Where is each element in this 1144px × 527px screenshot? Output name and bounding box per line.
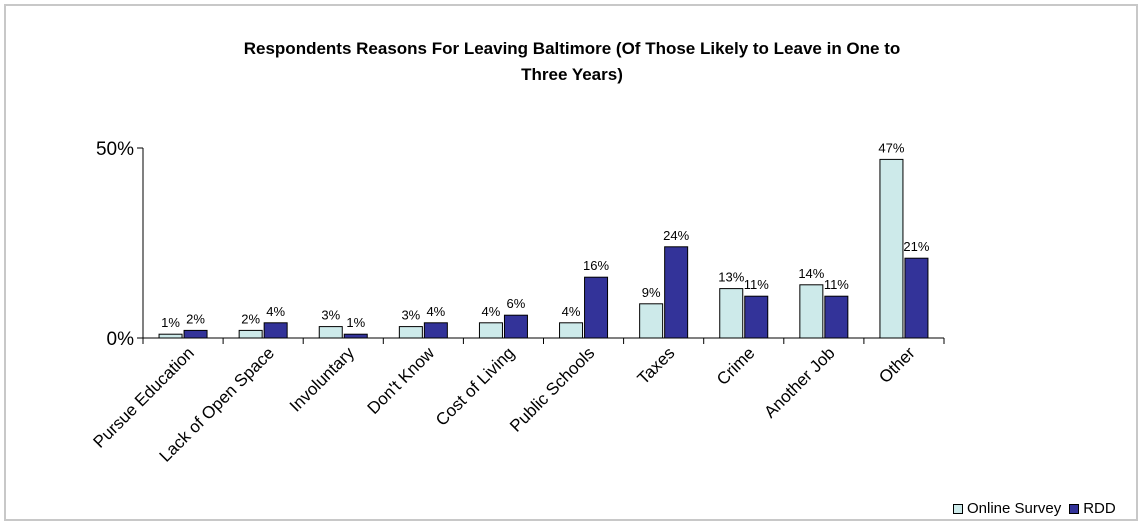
data-label-online-survey-other: 47% [878, 140, 904, 155]
x-tick-label-don-t-know: Don't Know [364, 343, 439, 418]
y-tick-label: 50% [96, 139, 134, 160]
x-tick-label-cost-of-living: Cost of Living [432, 343, 518, 429]
data-label-online-survey-don-t-know: 3% [401, 308, 420, 323]
data-label-online-survey-another-job: 14% [798, 266, 824, 281]
bar-rdd-don-t-know [423, 322, 448, 339]
data-label-rdd-involuntary: 1% [346, 315, 365, 330]
bar-online-survey-pursue-education [158, 333, 183, 339]
legend-swatch-rdd [1069, 503, 1080, 514]
bar-online-survey-involuntary [318, 326, 343, 339]
legend-item-rdd: RDD [1069, 500, 1116, 517]
bar-online-survey-cost-of-living [478, 322, 503, 339]
bar-online-survey-lack-of-open-space [238, 329, 263, 339]
data-label-rdd-another-job: 11% [824, 277, 849, 292]
data-label-rdd-other: 21% [903, 239, 929, 254]
bar-online-survey-don-t-know [398, 326, 423, 339]
legend-item-online-survey: Online Survey [953, 500, 1061, 517]
bar-rdd-lack-of-open-space [263, 322, 288, 339]
bar-rdd-pursue-education [183, 329, 208, 339]
data-label-online-survey-pursue-education: 1% [161, 315, 180, 330]
y-tick-label: 0% [107, 329, 135, 350]
data-label-rdd-don-t-know: 4% [426, 304, 445, 319]
legend-swatch-online-survey [953, 503, 963, 514]
data-label-rdd-cost-of-living: 6% [507, 296, 526, 311]
bar-online-survey-another-job [799, 284, 824, 339]
data-label-online-survey-taxes: 9% [642, 285, 661, 300]
data-label-online-survey-involuntary: 3% [321, 308, 340, 323]
bar-rdd-taxes [664, 246, 689, 339]
bar-rdd-involuntary [343, 333, 368, 339]
data-label-rdd-public-schools: 16% [583, 258, 609, 273]
data-label-online-survey-lack-of-open-space: 2% [241, 311, 260, 326]
chart-frame [4, 4, 1138, 521]
legend-label-rdd: RDD [1083, 500, 1116, 517]
data-label-online-survey-public-schools: 4% [562, 304, 581, 319]
x-tick-label-involuntary: Involuntary [286, 343, 359, 416]
x-tick-label-taxes: Taxes [634, 343, 679, 388]
x-tick-label-crime: Crime [713, 343, 758, 388]
chart-title-line-1: Respondents Reasons For Leaving Baltimor… [243, 39, 901, 58]
bar-rdd-other [904, 257, 929, 339]
bar-rdd-public-schools [584, 276, 609, 339]
bar-online-survey-public-schools [559, 322, 584, 339]
x-tick-label-another-job: Another Job [760, 343, 838, 421]
bar-rdd-crime [744, 295, 769, 339]
x-tick-label-other: Other [875, 343, 919, 387]
x-tick-label-public-schools: Public Schools [506, 343, 598, 435]
data-label-rdd-crime: 11% [744, 277, 769, 292]
data-label-rdd-pursue-education: 2% [186, 311, 205, 326]
data-label-rdd-taxes: 24% [663, 228, 689, 243]
chart-title-line-2: Three Years) [521, 65, 623, 84]
chart-title: Respondents Reasons For Leaving Baltimor… [0, 36, 1144, 88]
bar-rdd-another-job [824, 295, 849, 339]
data-label-online-survey-crime: 13% [718, 270, 744, 285]
bar-online-survey-crime [719, 288, 744, 339]
legend: Online Survey RDD [953, 500, 1124, 517]
data-label-online-survey-cost-of-living: 4% [482, 304, 501, 319]
data-label-rdd-lack-of-open-space: 4% [266, 304, 285, 319]
bar-online-survey-other [879, 158, 904, 339]
bar-rdd-cost-of-living [503, 314, 528, 339]
bar-online-survey-taxes [639, 303, 664, 339]
legend-label-online-survey: Online Survey [967, 500, 1062, 517]
